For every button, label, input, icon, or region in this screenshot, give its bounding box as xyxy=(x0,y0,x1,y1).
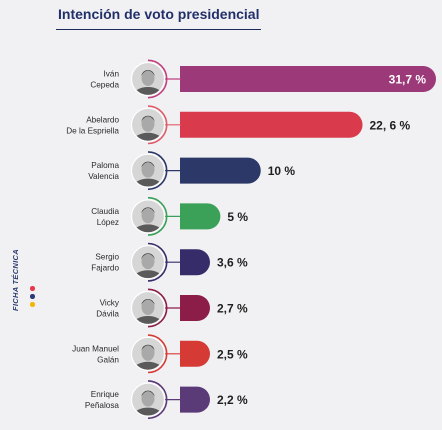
avatar-ring-6 xyxy=(147,334,168,374)
avatar-ring-0 xyxy=(147,59,168,99)
value-label-3: 5 % xyxy=(227,210,248,224)
ficha-dots xyxy=(30,286,35,310)
bar-3 xyxy=(180,203,221,230)
candidate-name-5-line-0: Vicky xyxy=(100,299,120,308)
candidate-name-6-line-0: Juan Manuel xyxy=(72,344,119,353)
candidate-name-2-line-0: Paloma xyxy=(91,161,119,170)
value-label-4: 3,6 % xyxy=(217,256,248,270)
candidate-name-4-line-0: Sergio xyxy=(95,253,119,262)
bar-6 xyxy=(180,340,210,367)
ficha-tecnica: FICHA TÉCNICA xyxy=(9,245,23,315)
ficha-dot-blue xyxy=(30,294,35,299)
candidate-avatar-0 xyxy=(131,62,165,96)
bar-2 xyxy=(180,157,261,184)
avatar-outline-6 xyxy=(130,336,166,371)
avatar-outline-0 xyxy=(130,61,166,97)
avatar-outline-7 xyxy=(130,382,166,417)
avatar-outline-4 xyxy=(130,245,166,280)
candidate-avatar-4 xyxy=(131,245,165,279)
avatar-outline-2 xyxy=(130,153,166,188)
value-label-2: 10 % xyxy=(268,164,296,178)
value-label-5: 2,7 % xyxy=(217,302,248,316)
avatar-ring-5 xyxy=(147,288,168,328)
candidate-name-6-line-1: Galán xyxy=(97,355,119,364)
candidate-name-0-line-1: Cepeda xyxy=(90,81,119,90)
candidate-avatar-2 xyxy=(131,154,165,188)
avatar-ring-4 xyxy=(147,242,168,282)
bar-1 xyxy=(180,111,363,138)
bar-7 xyxy=(180,386,210,413)
chart-title-wrap: Intención de voto presidencial xyxy=(56,6,262,30)
avatar-ring-1 xyxy=(147,105,168,145)
value-label-1: 22, 6 % xyxy=(370,118,411,132)
avatar-ring-2 xyxy=(147,151,168,191)
candidate-avatar-5 xyxy=(131,291,165,325)
value-label-6: 2,5 % xyxy=(217,347,248,361)
candidate-name-7-line-0: Enrique xyxy=(91,390,120,399)
bar-0 xyxy=(180,66,436,92)
candidate-avatar-7 xyxy=(131,383,165,417)
avatar-ring-7 xyxy=(147,380,168,420)
candidate-avatar-6 xyxy=(131,337,165,371)
candidate-name-1-line-1: De la Espriella xyxy=(66,126,119,135)
avatar-outline-1 xyxy=(130,107,166,142)
candidate-name-3-line-0: Claudia xyxy=(91,207,119,216)
candidate-avatar-3 xyxy=(131,199,165,233)
candidate-name-3-line-1: López xyxy=(97,218,119,227)
avatar-outline-5 xyxy=(130,290,166,326)
candidate-name-0-line-0: Iván xyxy=(104,70,120,79)
bar-4 xyxy=(180,249,211,276)
candidate-name-2-line-1: Valencia xyxy=(88,172,119,181)
candidate-name-4-line-1: Fajardo xyxy=(91,264,119,273)
candidate-name-5-line-1: Dávila xyxy=(96,310,119,319)
candidate-name-7-line-1: Peñalosa xyxy=(85,401,120,410)
candidate-avatar-1 xyxy=(131,108,165,142)
ficha-dot-red xyxy=(30,286,35,291)
chart-title: Intención de voto presidencial xyxy=(58,6,260,22)
ficha-dot-yellow xyxy=(30,302,35,307)
avatar-ring-3 xyxy=(147,196,168,236)
ficha-tecnica-label: FICHA TÉCNICA xyxy=(11,249,20,311)
value-label-7: 2,2 % xyxy=(217,393,248,407)
value-label-0: 31,7 % xyxy=(389,73,427,87)
bar-5 xyxy=(180,295,210,321)
avatar-outline-3 xyxy=(130,199,166,234)
candidate-name-1-line-0: Abelardo xyxy=(86,115,119,124)
